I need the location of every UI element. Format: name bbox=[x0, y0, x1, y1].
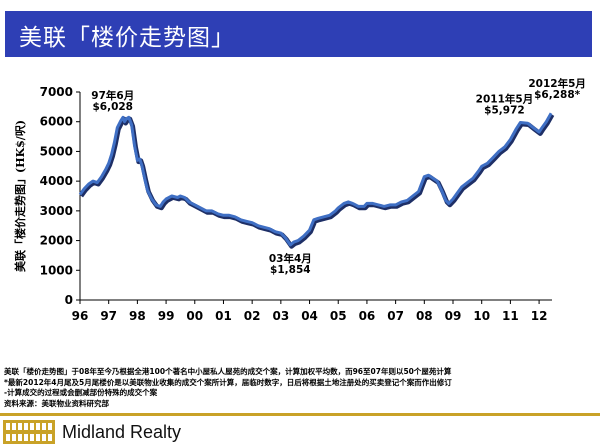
y-tick-label: 5000 bbox=[40, 144, 73, 158]
midland-logo-icon bbox=[3, 420, 55, 444]
x-tick-label: 02 bbox=[244, 309, 261, 323]
x-tick-label: 06 bbox=[359, 309, 376, 323]
x-tick-label: 12 bbox=[531, 309, 548, 323]
y-tick-label: 3000 bbox=[40, 204, 73, 218]
x-tick-label: 98 bbox=[129, 309, 146, 323]
x-tick-label: 96 bbox=[72, 309, 89, 323]
company-name: Midland Realty bbox=[62, 422, 181, 443]
series-line-shadow bbox=[81, 115, 552, 247]
y-tick-label: 0 bbox=[65, 293, 73, 307]
x-tick-label: 05 bbox=[330, 309, 347, 323]
y-tick-label: 1000 bbox=[40, 263, 73, 277]
x-tick-label: 08 bbox=[416, 309, 433, 323]
footnotes: 美联「楼价走势图」于08年至今乃根据全港100个著名中小屋私人屋苑的成交个案，计… bbox=[4, 367, 596, 409]
x-tick-label: 10 bbox=[473, 309, 490, 323]
annotation-value: $5,972 bbox=[484, 105, 525, 117]
x-tick-label: 09 bbox=[445, 309, 462, 323]
y-tick-label: 4000 bbox=[40, 174, 73, 188]
x-tick-label: 04 bbox=[301, 309, 318, 323]
price-chart: 0 1000 2000 3000 4000 5000 6000 7000 96 97 98 99 00 0… bbox=[0, 60, 600, 360]
x-tick-label: 07 bbox=[387, 309, 404, 323]
y-tick-label: 6000 bbox=[40, 115, 73, 129]
x-tick-label: 99 bbox=[158, 309, 175, 323]
annotation-value: $6,028 bbox=[92, 101, 133, 113]
x-tick-label: 11 bbox=[502, 309, 519, 323]
x-tick-label: 00 bbox=[186, 309, 203, 323]
annotation-value: $6,288* bbox=[534, 89, 581, 101]
x-tick-label: 97 bbox=[100, 309, 117, 323]
x-tick-label: 03 bbox=[272, 309, 289, 323]
footnote-line: 资料来源：美联物业资料研究部 bbox=[4, 399, 596, 410]
page-title: 美联「楼价走势图」 bbox=[19, 18, 235, 52]
footnote-line: *最新2012年4月尾及5月尾楼价是以美联物业收集的成交个案所计算，届临时数字，… bbox=[4, 378, 596, 389]
y-tick-label: 2000 bbox=[40, 234, 73, 248]
annotation-value: $1,854 bbox=[270, 264, 311, 276]
footnote-line: 美联「楼价走势图」于08年至今乃根据全港100个著名中小屋私人屋苑的成交个案，计… bbox=[4, 367, 596, 378]
y-axis-label: 美联「楼价走势图」(HK$/呎) bbox=[13, 120, 27, 272]
footnote-line: -计算成交的过程或会删减部份特殊的成交个案 bbox=[4, 388, 596, 399]
x-tick-label: 01 bbox=[215, 309, 232, 323]
y-tick-label: 7000 bbox=[40, 85, 73, 99]
title-banner: 美联「楼价走势图」 bbox=[5, 11, 592, 57]
